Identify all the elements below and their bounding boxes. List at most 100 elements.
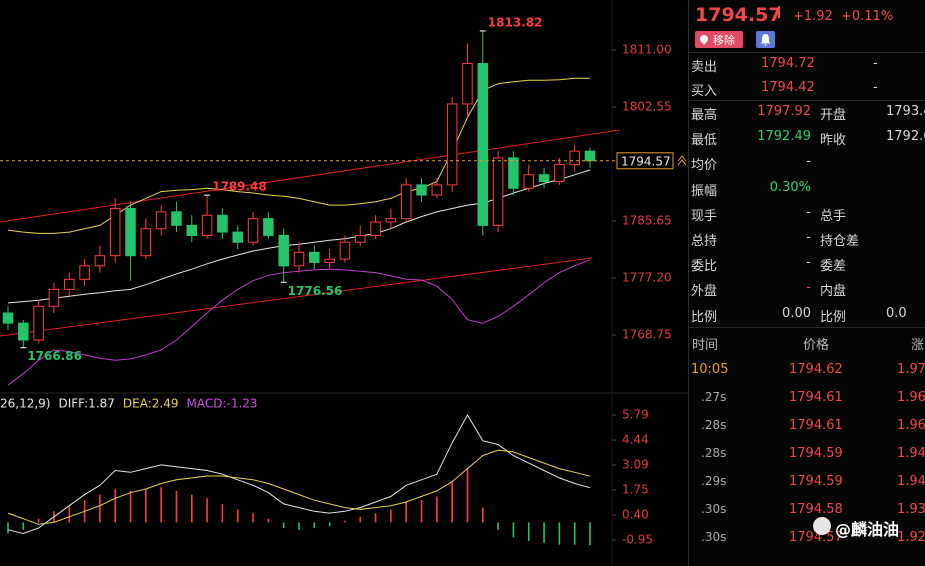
stat-label: 持仓差 <box>820 234 860 249</box>
candle-body <box>462 62 473 105</box>
book-label: 卖出 <box>691 60 718 75</box>
watermark-icon <box>813 517 831 535</box>
candle-body <box>125 207 136 257</box>
quote-panel: 1794.57 +1.92 +0.11% 移除 卖出 1794.72 - 买入 1794.42 -… <box>688 0 925 566</box>
stat-value: 1793.4 <box>886 104 925 119</box>
candle-body <box>140 228 152 257</box>
y-tick-label: 5.79 <box>622 408 649 422</box>
stat-label: 委比 <box>691 259 718 275</box>
remove-button[interactable]: 移除 <box>695 31 743 48</box>
annotation-label: 1776.56 <box>288 284 343 298</box>
stat-label: 内盘 <box>820 284 847 300</box>
trade-time: .28s <box>701 418 727 432</box>
trade-time: .27s <box>701 390 727 404</box>
macd-line <box>7 413 591 535</box>
stat-value: 1792.6 <box>886 129 925 145</box>
table-header: 价格 <box>803 338 830 353</box>
heart-icon <box>698 33 710 45</box>
candle-body <box>492 157 504 226</box>
separator <box>689 100 925 101</box>
book-price: 1794.42 <box>761 80 815 95</box>
candle-body <box>217 214 228 233</box>
up-arrow <box>778 6 780 18</box>
trade-price: 1794.62 <box>789 362 843 377</box>
stat-value: 0.0 <box>886 305 907 321</box>
y-tick-label: -0.95 <box>622 533 653 547</box>
candle-body <box>508 157 519 189</box>
y-tick-label: 3.09 <box>622 458 649 472</box>
candle-body <box>171 211 182 226</box>
candle-body <box>94 255 106 267</box>
y-tick-label: 4.44 <box>622 433 649 447</box>
trade-price: 1794.57 <box>789 530 843 545</box>
candle-body <box>109 207 121 257</box>
stat-label: 现手 <box>691 208 718 224</box>
annotation-label: 1789.48 <box>212 180 267 194</box>
candle-body <box>201 214 213 236</box>
stat-value: 0.30% <box>769 179 811 195</box>
y-tick-label: 1768.75 <box>622 327 672 341</box>
y-tick-label: 1.75 <box>622 482 649 496</box>
candle-body <box>324 258 335 263</box>
trade-change: 1.94 <box>897 474 925 489</box>
trade-time: 10:05 <box>691 362 729 377</box>
bell-button[interactable] <box>756 31 775 48</box>
trade-time: .30s <box>701 530 727 544</box>
macd-header: DEA:2.49 <box>123 397 179 411</box>
y-tick-label: 1802.55 <box>622 99 672 113</box>
indicator-line <box>7 77 590 234</box>
stat-label: 最低 <box>691 133 718 149</box>
trade-change: 1.97 <box>897 362 925 377</box>
stat-value: 1792.49 <box>757 129 811 145</box>
last-price-box <box>616 152 674 170</box>
candle-body <box>232 231 243 243</box>
candle-body <box>293 251 305 267</box>
trade-price: 1794.59 <box>789 474 843 489</box>
last-price-label: 1794.57 <box>621 154 671 168</box>
stat-label: 昨收 <box>820 133 847 149</box>
trade-time: .29s <box>701 474 727 488</box>
separator <box>689 52 925 53</box>
table-header: 涨 <box>911 338 925 353</box>
book-volume: - <box>873 56 878 71</box>
stat-label: 委差 <box>820 259 847 275</box>
table-header: 时间 <box>692 338 719 353</box>
candle-body <box>64 278 75 290</box>
book-price: 1794.72 <box>761 56 815 71</box>
book-volume: - <box>873 80 878 95</box>
candle-body <box>79 265 90 280</box>
stat-label: 振幅 <box>691 183 718 199</box>
trade-time: .30s <box>701 502 727 516</box>
trend-line <box>0 257 593 337</box>
candle-body <box>155 211 167 230</box>
candle-body <box>431 184 443 196</box>
candle-body <box>370 221 381 236</box>
annotation-label: 1766.86 <box>27 349 82 363</box>
candle-body <box>416 184 427 196</box>
chart: 1768.75 1777.20 1785.65 1802.55 1811.00 1813.… <box>0 0 688 566</box>
quote-price: 1794.57 <box>695 4 782 26</box>
candle-body <box>385 218 397 223</box>
candle-body <box>278 234 289 267</box>
indicator-line <box>7 259 591 386</box>
candle-body <box>186 224 198 236</box>
candle-body <box>33 305 44 341</box>
trade-change: 1.94 <box>897 446 925 461</box>
candle-body <box>309 251 320 263</box>
y-tick-label: 1811.00 <box>622 42 672 56</box>
y-tick-label: 0.40 <box>622 507 649 521</box>
trade-change: 1.92 <box>897 530 925 545</box>
macd-header: MACD:-1.23 <box>187 397 258 411</box>
candle-body <box>446 103 458 186</box>
candle-body <box>263 218 274 236</box>
macd-header: 26,12,9) <box>0 397 50 411</box>
candle-body <box>247 218 259 243</box>
trade-price: 1794.58 <box>789 502 843 517</box>
remove-button-label: 移除 <box>713 34 735 47</box>
stat-value: - <box>806 204 811 220</box>
stat-value: - <box>806 154 811 170</box>
stat-value: 1797.92 <box>757 104 811 119</box>
watermark: @麟油油 <box>835 520 900 539</box>
trend-line <box>0 129 621 223</box>
